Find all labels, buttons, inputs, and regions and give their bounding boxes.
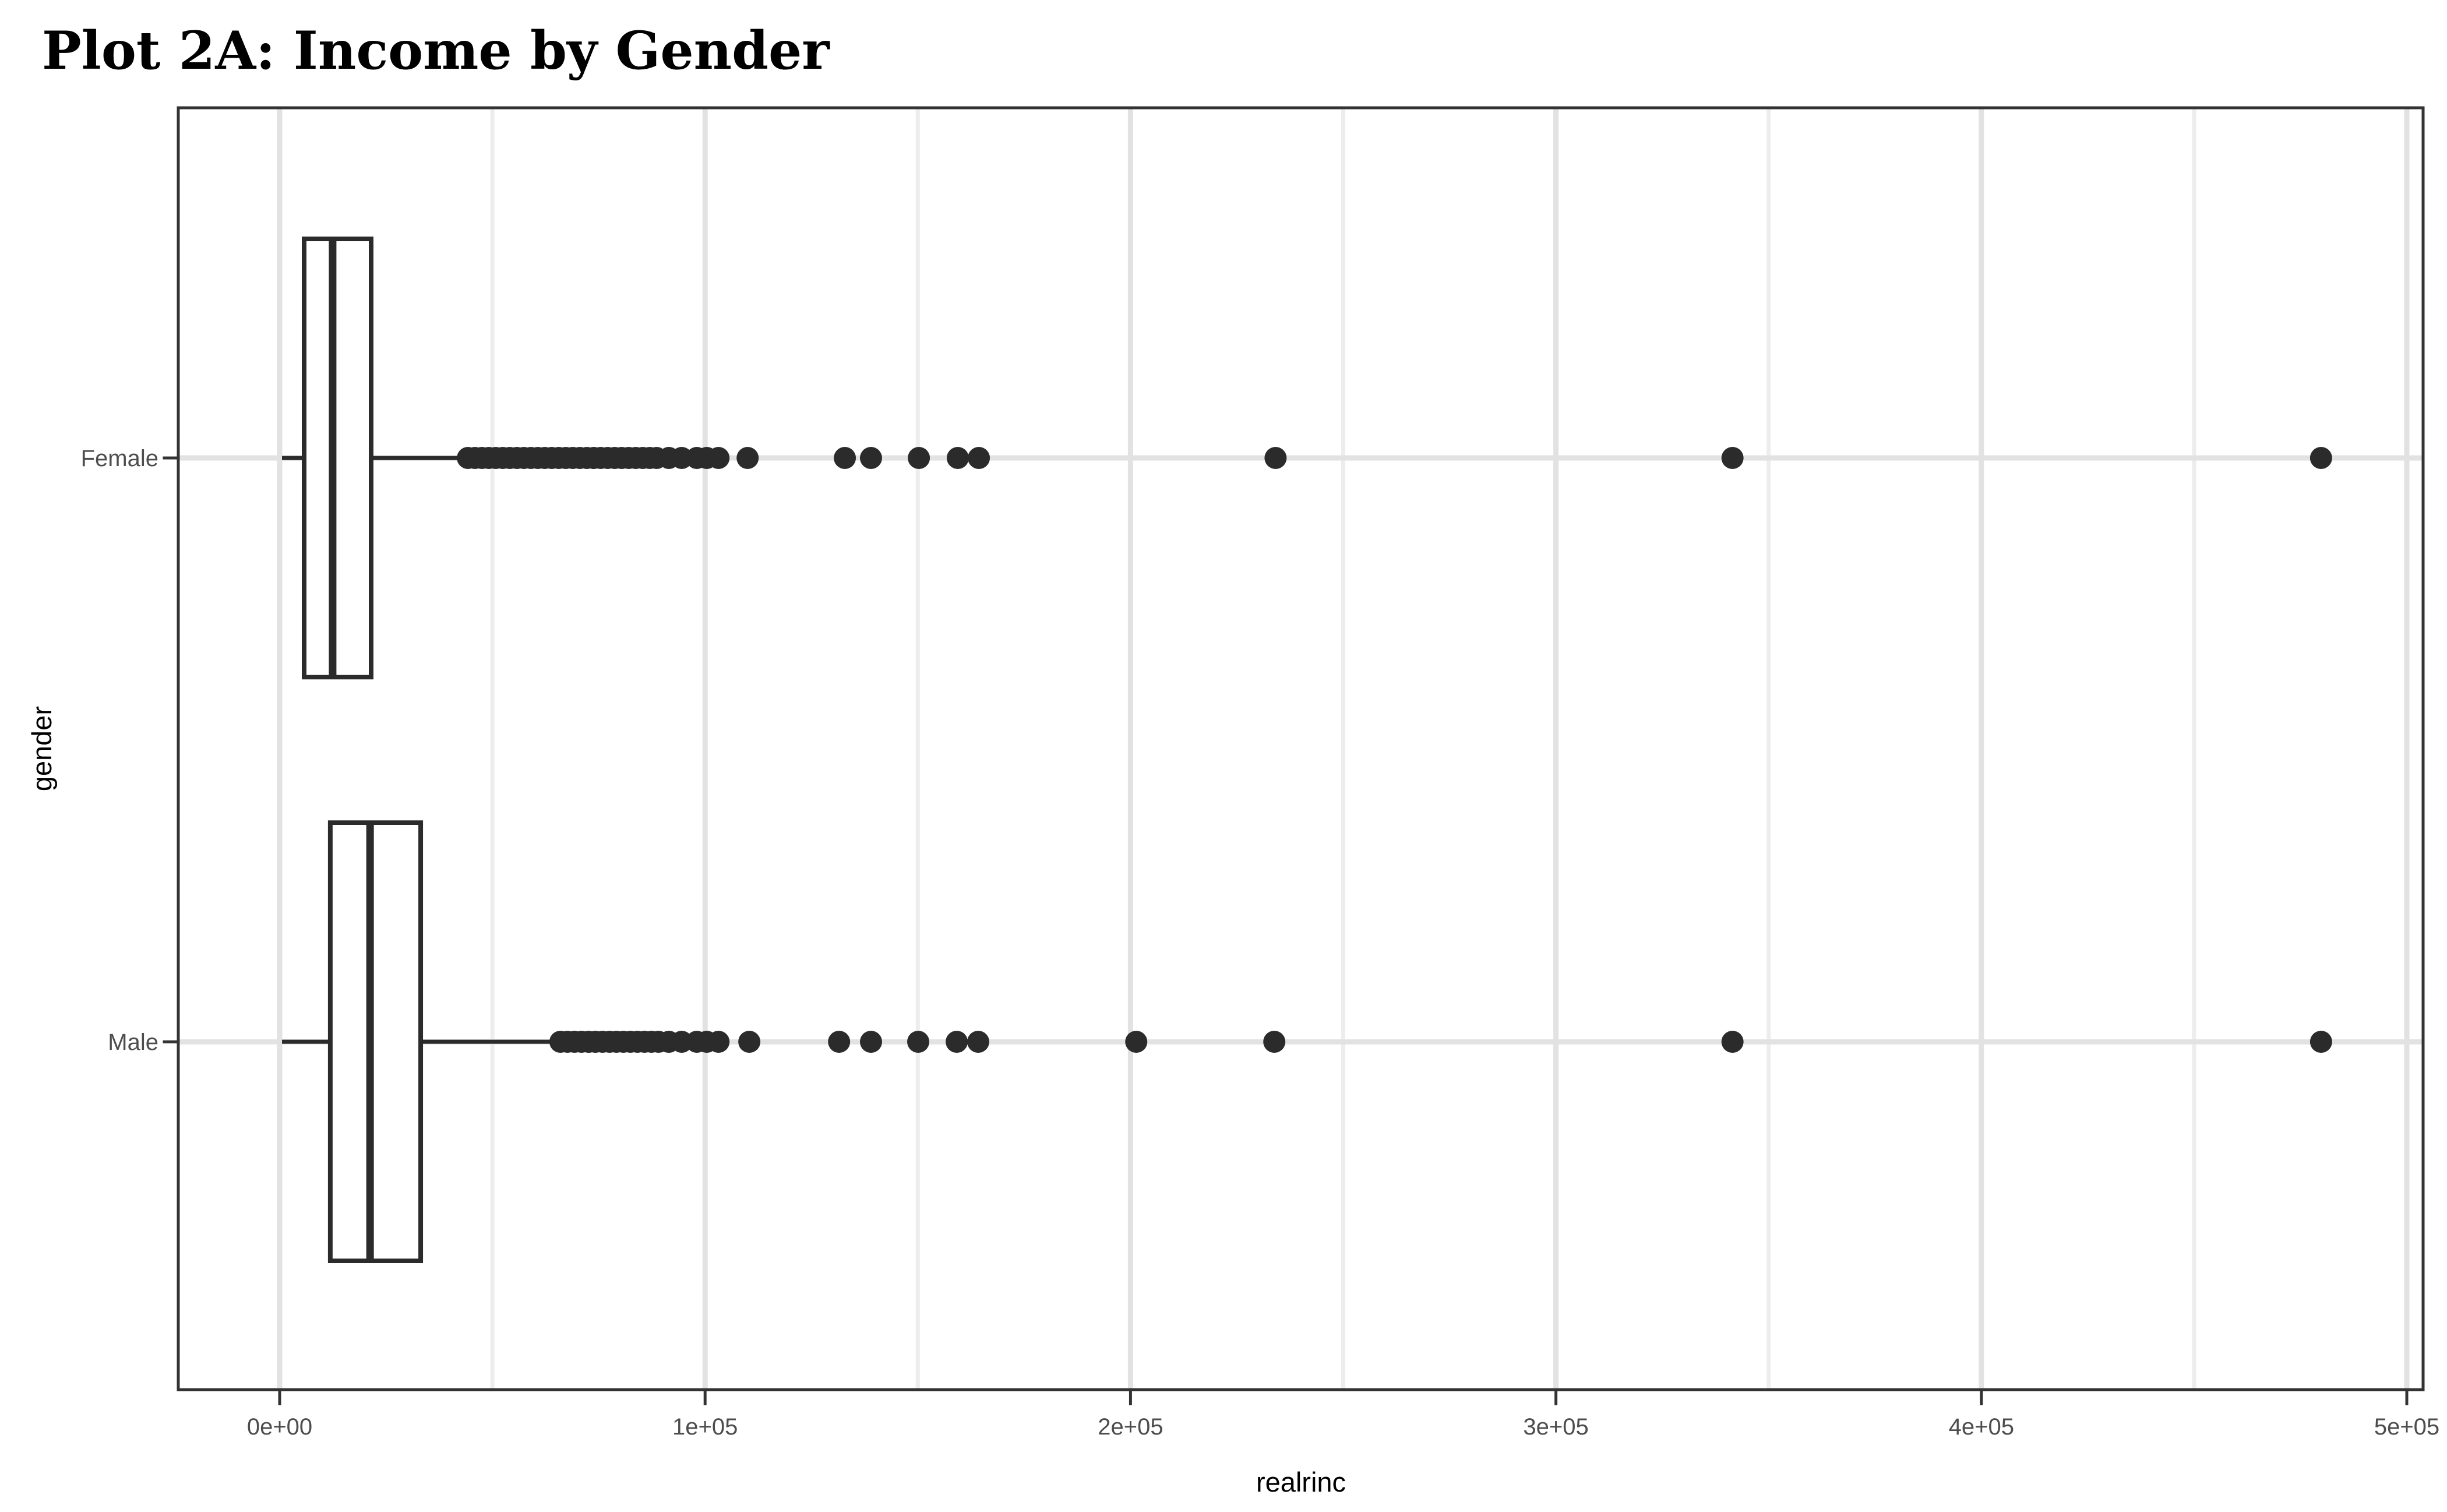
y-axis-title: gender bbox=[26, 706, 57, 791]
outlier-point-male bbox=[1721, 1031, 1744, 1053]
y-tick-label: Male bbox=[108, 1030, 158, 1055]
x-tick-label: 0e+00 bbox=[247, 1414, 312, 1440]
outlier-point-female bbox=[1264, 447, 1287, 469]
outlier-point-male bbox=[2310, 1031, 2332, 1053]
outlier-point-male bbox=[738, 1031, 761, 1053]
outlier-point-female bbox=[859, 447, 882, 469]
panel-border bbox=[177, 106, 2425, 1391]
outlier-point-female bbox=[707, 447, 730, 469]
outlier-point-female bbox=[908, 447, 930, 469]
x-tick-label: 5e+05 bbox=[2374, 1414, 2439, 1440]
x-tick-label: 3e+05 bbox=[1523, 1414, 1588, 1440]
plot-title: Plot 2A: Income by Gender bbox=[42, 20, 830, 82]
outlier-point-male bbox=[967, 1031, 989, 1053]
outlier-point-male bbox=[907, 1031, 930, 1053]
outlier-point-male bbox=[1263, 1031, 1286, 1053]
x-axis-title: realrinc bbox=[1256, 1467, 1346, 1497]
outlier-point-male bbox=[859, 1031, 882, 1053]
panel-background bbox=[178, 108, 2423, 1390]
outlier-point-male bbox=[1125, 1031, 1148, 1053]
outlier-point-female bbox=[1721, 447, 1744, 469]
x-tick-label: 2e+05 bbox=[1098, 1414, 1163, 1440]
outlier-point-female bbox=[968, 447, 990, 469]
box-female bbox=[301, 237, 373, 679]
x-tick-label: 1e+05 bbox=[672, 1414, 738, 1440]
x-tick-label: 4e+05 bbox=[1949, 1414, 2014, 1440]
outlier-point-male bbox=[707, 1031, 730, 1053]
box-male bbox=[327, 820, 424, 1263]
outlier-point-female bbox=[834, 447, 856, 469]
outlier-point-male bbox=[946, 1031, 968, 1053]
outlier-point-female bbox=[2310, 447, 2332, 469]
outlier-point-male bbox=[828, 1031, 851, 1053]
outlier-point-female bbox=[736, 447, 759, 469]
outlier-point-female bbox=[946, 447, 969, 469]
y-tick-label: Female bbox=[81, 446, 158, 471]
